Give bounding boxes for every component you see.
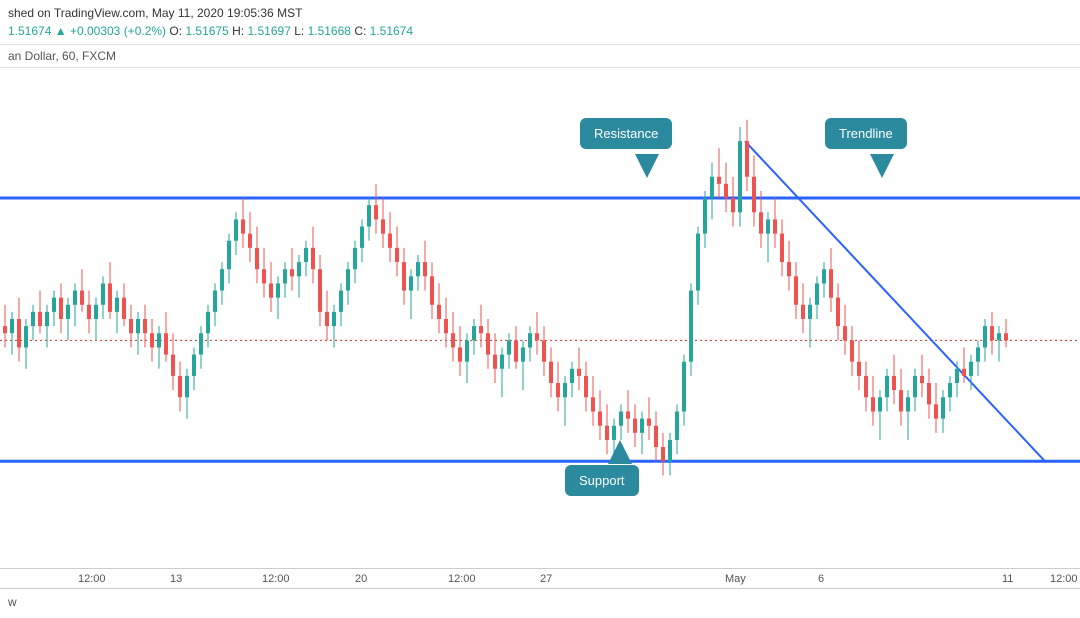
trendline-callout[interactable]: Trendline <box>825 118 907 149</box>
resistance-callout[interactable]: Resistance <box>580 118 672 149</box>
x-axis: 12:00 13 12:00 20 12:00 27 May 6 11 12:00 <box>0 568 1080 588</box>
change-value: +0.00303 <box>70 24 120 38</box>
resistance-label: Resistance <box>594 126 658 141</box>
trendline-label: Trendline <box>839 126 893 141</box>
chart-subtitle: an Dollar, 60, FXCM <box>0 44 1080 68</box>
footer-bar: w <box>0 588 1080 618</box>
x-tick-label: 12:00 <box>1050 573 1078 585</box>
high-label: H: <box>232 24 244 38</box>
low-value: 1.51668 <box>308 24 351 38</box>
support-arrow-icon <box>608 440 632 464</box>
published-text: shed on TradingView.com, May 11, 2020 19… <box>8 6 302 20</box>
arrow-up-icon: ▲ <box>55 24 70 38</box>
x-tick-label: 20 <box>355 573 367 585</box>
footer-text: w <box>8 595 17 609</box>
high-value: 1.51697 <box>247 24 290 38</box>
change-pct: (+0.2%) <box>124 24 166 38</box>
support-label: Support <box>579 473 625 488</box>
open-label: O: <box>169 24 182 38</box>
support-callout[interactable]: Support <box>565 465 639 496</box>
x-tick-label: 12:00 <box>262 573 290 585</box>
x-tick-label: 13 <box>170 573 182 585</box>
x-tick-label: 27 <box>540 573 552 585</box>
price-value: 1.51674 <box>8 24 51 38</box>
close-value: 1.51674 <box>370 24 413 38</box>
candlestick-chart <box>0 70 1080 568</box>
x-tick-label: 11 <box>1002 573 1013 585</box>
ohlc-row: 1.51674 ▲ +0.00303 (+0.2%) O: 1.51675 H:… <box>8 24 1072 38</box>
trendline-arrow-icon <box>870 154 894 178</box>
close-label: C: <box>354 24 366 38</box>
chart-area[interactable]: Resistance Trendline Support <box>0 70 1080 568</box>
published-info: shed on TradingView.com, May 11, 2020 19… <box>8 6 1072 20</box>
x-tick-label: 12:00 <box>448 573 476 585</box>
chart-header: shed on TradingView.com, May 11, 2020 19… <box>0 0 1080 44</box>
low-label: L: <box>294 24 304 38</box>
open-value: 1.51675 <box>185 24 228 38</box>
resistance-arrow-icon <box>635 154 659 178</box>
x-tick-label: May <box>725 573 746 585</box>
x-tick-label: 12:00 <box>78 573 106 585</box>
x-tick-label: 6 <box>818 573 824 585</box>
